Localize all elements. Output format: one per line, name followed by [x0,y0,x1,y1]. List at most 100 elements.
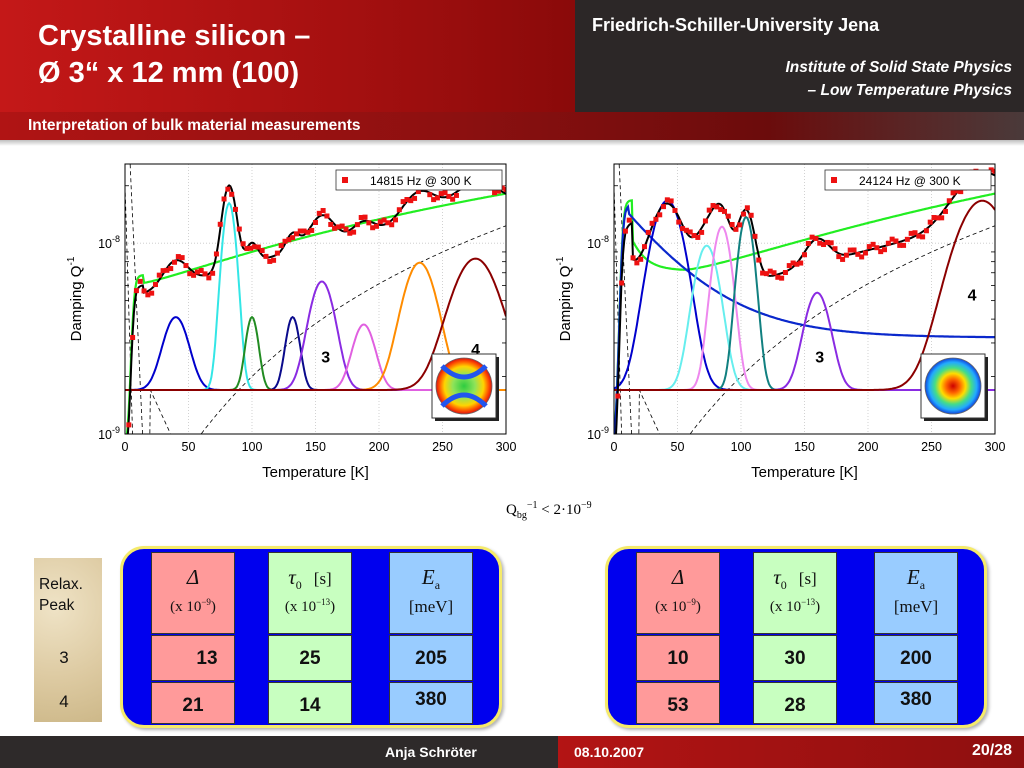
data-point [916,233,922,239]
data-point [229,191,235,197]
data-point [232,206,238,212]
data-point [653,216,659,222]
delta-cell-peak4: 21 [151,682,235,724]
title-line-2: Ø 3“ x 12 mm (100) [38,57,300,89]
data-point [657,212,663,218]
relax-peak-4: 4 [59,692,69,711]
footer-dark [0,736,558,768]
data-point [756,257,762,263]
data-point [259,247,265,253]
x-tick-label: 0 [611,440,618,454]
relax-title: Relax. Peak [39,574,83,616]
x-tick-label: 200 [858,440,879,454]
data-point [274,250,280,256]
data-point [634,260,640,266]
relax-title-line-1: Relax. [39,576,83,593]
footer-author: Anja Schröter [385,744,477,760]
data-point [404,197,410,203]
data-point [213,251,219,257]
institute-line-1: Institute of Solid State Physics [785,59,1012,76]
data-point [710,203,716,209]
page-total: /28 [989,742,1012,759]
x-tick-label: 300 [985,440,1006,454]
data-point [649,220,655,226]
data-point [446,193,452,199]
data-point [179,255,185,261]
data-point [412,195,418,201]
data-point [175,254,181,260]
page-current: 20 [971,742,990,759]
data-point [824,239,830,245]
tau-header: τ0 [s] (x 10−13) [268,552,352,634]
data-point [332,225,338,231]
data-point [760,270,766,276]
data-point [767,268,773,274]
data-point [156,272,162,278]
tau-unit: [s] [798,569,817,588]
data-point [172,259,178,265]
ea-header: Ea [meV] [874,552,958,634]
data-point [626,217,632,223]
data-point [622,228,628,234]
ea-cell-peak4: 380 [874,682,958,724]
data-point [638,256,644,262]
data-point [794,261,800,267]
data-point [843,252,849,258]
data-point [958,189,964,195]
data-point [702,218,708,224]
plot-frame [124,163,507,435]
x-tick-label: 300 [496,440,517,454]
data-point [847,247,853,253]
data-point [802,252,807,258]
data-point [255,244,261,250]
data-point [126,422,132,428]
y-axis-label: Damping Q-1 [555,256,574,341]
data-point [217,221,223,227]
data-point [354,222,360,228]
data-point [771,270,777,276]
tau-scale: x 10 [774,599,802,615]
tau-value: 30 [784,648,806,669]
data-point [370,225,376,231]
data-point [267,258,273,264]
data-point [942,208,948,214]
data-point [741,211,747,217]
data-point [164,267,170,273]
data-point [293,231,299,237]
delta-scale-exp: −9 [686,597,696,607]
data-point [324,213,330,219]
institute-line-2: – Low Temperature Physics [807,82,1012,99]
formula-rest: < 2·10 [537,502,581,518]
plot-frame [613,163,996,435]
data-point [137,278,143,284]
ea-value: 200 [900,648,932,669]
data-point [252,244,258,250]
background-curve [614,192,995,434]
data-point [748,212,754,218]
x-tick-label: 250 [432,440,453,454]
y-tick-label: 10-8 [98,234,120,251]
y-tick-label: 10-9 [98,425,120,442]
data-point [396,207,402,213]
data-point [316,210,322,216]
data-point [442,190,448,196]
plot-area [614,164,995,434]
data-point [615,393,621,399]
data-point [248,245,254,251]
data-point [904,236,910,242]
tau-cell-peak3: 30 [753,635,837,681]
data-point [821,242,827,248]
data-point [885,240,891,246]
data-point [935,215,941,221]
data-point [927,219,933,225]
data-point [691,232,697,238]
data-point [240,241,246,247]
data-point [798,260,804,266]
delta-cell-peak3: 13 [151,635,235,681]
legend-marker [342,177,348,183]
data-point [221,196,227,202]
data-point [779,275,785,281]
slide-subtitle: Interpretation of bulk material measurem… [28,117,361,134]
right-parameter-table: Δ (x 10−9) 10 53 τ0 [s] (x 10−13) 30 28 E… [605,546,987,728]
mode-shape-band [440,364,488,380]
